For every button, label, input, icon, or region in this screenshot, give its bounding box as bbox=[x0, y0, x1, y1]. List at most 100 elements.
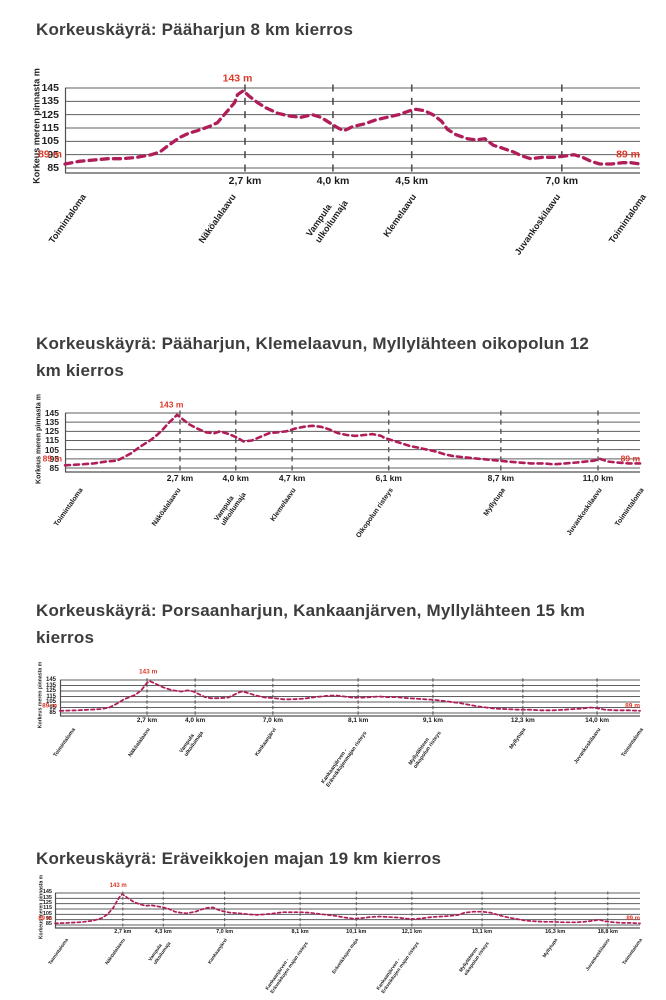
chart-title: Korkeuskäyrä: Eräveikkojen majan 19 km k… bbox=[36, 849, 442, 868]
chart-section-paaharju-8km: Korkeuskäyrä: Pääharjun 8 km kierros 145… bbox=[32, 16, 649, 316]
waypoint-label: Vampula ulkoilumaja bbox=[303, 198, 350, 245]
y-tick-label: 85 bbox=[47, 161, 59, 174]
y-tick-label: 135 bbox=[42, 894, 52, 901]
waypoint-label: Juvankoskilaavu bbox=[585, 938, 612, 973]
y-axis-title: Korkeus meren pinnasta m bbox=[35, 393, 43, 484]
distance-label: 18,8 km bbox=[597, 928, 618, 935]
elevation-profile-line bbox=[59, 680, 641, 712]
distance-label: 8,1 km bbox=[347, 716, 369, 724]
y-tick-label: 115 bbox=[46, 693, 56, 700]
y-tick-label: 135 bbox=[41, 95, 59, 108]
distance-label: 12,3 km bbox=[510, 716, 535, 724]
distance-label: 2,7 km bbox=[136, 716, 158, 724]
waypoint-label: Vampula ulkoilumaja bbox=[213, 491, 249, 528]
waypoint-label: Toimintaloma bbox=[52, 727, 77, 759]
peak-elevation-annotation: 143 m bbox=[159, 399, 184, 410]
end-elevation-annotation: 89 m bbox=[616, 148, 640, 161]
y-tick-label: 145 bbox=[45, 677, 56, 684]
elevation-profile-line bbox=[63, 413, 642, 467]
chart-section-porsaanharju-15km: Korkeuskäyrä: Porsaanharjun, Kankaanjärv… bbox=[36, 597, 645, 832]
y-tick-label: 105 bbox=[41, 135, 59, 148]
elevation-profile-line bbox=[63, 89, 642, 166]
y-tick-label: 115 bbox=[43, 905, 52, 912]
waypoint-label: Kankaanjärven - Eräveikkojenmajan ristey… bbox=[319, 730, 369, 789]
y-tick-label: 85 bbox=[45, 921, 52, 928]
waypoint-label: Vampula ulkoilumaja bbox=[178, 730, 206, 758]
y-tick-label: 125 bbox=[41, 108, 59, 121]
distance-label: 6,1 km bbox=[375, 473, 402, 483]
end-elevation-annotation: 89 m bbox=[625, 702, 640, 710]
distance-label: 8,1 km bbox=[291, 928, 309, 935]
distance-label: 2,7 km bbox=[228, 175, 262, 187]
waypoint-label: Kankaanjärvi bbox=[253, 727, 278, 758]
start-elevation-annotation: 89 m bbox=[38, 148, 62, 161]
distance-label: 13,1 km bbox=[471, 928, 493, 935]
y-tick-label: 145 bbox=[41, 81, 59, 94]
waypoint-label: Toimintaloma bbox=[47, 938, 70, 967]
peak-elevation-annotation: 143 m bbox=[109, 883, 127, 889]
chart-section-eraveikkojen-19km: Korkeuskäyrä: Eräveikkojen majan 19 km k… bbox=[36, 845, 644, 995]
y-tick-label: 125 bbox=[45, 688, 56, 695]
y-tick-label: 125 bbox=[44, 426, 59, 437]
waypoint-label: Kankaanjärven - Eräveikkojen majan riste… bbox=[264, 941, 309, 995]
distance-label: 4,3 km bbox=[154, 928, 172, 935]
waypoint-label: Toimintaloma bbox=[620, 727, 645, 759]
end-elevation-annotation: 89 m bbox=[620, 453, 640, 463]
elevation-chart-15km: 145 135 125 115 105 95 85 Korkeus meren pinnast… bbox=[37, 661, 645, 817]
waypoint-label: Toimintaloma bbox=[614, 487, 646, 528]
y-tick-label: 105 bbox=[42, 910, 52, 917]
chart-title: Korkeuskäyrä: Pääharjun 8 km kierros bbox=[36, 20, 354, 39]
start-elevation-annotation: 89 m bbox=[38, 915, 52, 922]
chart-canvas bbox=[63, 410, 642, 473]
chart-title: Korkeuskäyrä: Pääharjun, Klemelaavun, My… bbox=[36, 334, 590, 380]
distance-label: 10,1 km bbox=[346, 928, 367, 935]
waypoint-label: Juvankoskilaavu bbox=[572, 727, 602, 766]
distance-label: 7,0 km bbox=[262, 716, 283, 724]
y-axis-title: Korkeus meren pinnasta m bbox=[37, 661, 44, 728]
distance-label: 8,7 km bbox=[487, 473, 515, 483]
peak-elevation-annotation: 143 m bbox=[138, 668, 158, 676]
distance-label: 12,1 km bbox=[401, 928, 422, 935]
waypoint-label: Kankaanjärvi bbox=[207, 938, 229, 966]
start-elevation-annotation: 89 m bbox=[42, 702, 57, 710]
distance-label: 11,0 km bbox=[582, 473, 614, 483]
distance-label: 4,7 km bbox=[278, 473, 306, 483]
waypoint-label: Klemelaavu bbox=[381, 192, 419, 239]
distance-label: 9,1 km bbox=[422, 716, 444, 724]
waypoint-label: Toimintaloma bbox=[46, 192, 88, 246]
distance-label: 14,0 km bbox=[585, 716, 610, 724]
y-axis-title: Korkeus meren pinnasta m bbox=[38, 874, 45, 940]
y-tick-label: 115 bbox=[42, 121, 59, 134]
y-tick-label: 135 bbox=[44, 417, 59, 428]
waypoint-label: Eräveikkojen maja bbox=[332, 938, 361, 976]
peak-elevation-annotation: 143 m bbox=[222, 72, 253, 85]
y-tick-label: 145 bbox=[44, 407, 59, 418]
chart-canvas bbox=[59, 678, 641, 717]
distance-label: 4,5 km bbox=[395, 175, 429, 187]
chart-canvas bbox=[54, 891, 641, 929]
distance-label: 2,7 km bbox=[166, 473, 194, 483]
y-tick-label: 95 bbox=[45, 916, 52, 923]
y-tick-label: 115 bbox=[45, 435, 59, 446]
waypoint-label: Näköalalaavu bbox=[105, 938, 127, 966]
end-elevation-annotation: 89 m bbox=[626, 915, 640, 922]
distance-label: 7,0 km bbox=[216, 928, 234, 935]
waypoint-label: Näköalalaavu bbox=[197, 192, 239, 245]
y-tick-label: 85 bbox=[49, 462, 59, 473]
start-elevation-annotation: 89 m bbox=[42, 453, 62, 463]
y-tick-label: 95 bbox=[49, 704, 56, 711]
y-tick-label: 95 bbox=[47, 148, 59, 161]
waypoint-label: Myllylähteen oikopolun risteys bbox=[407, 730, 444, 771]
distance-label: 4,0 km bbox=[185, 716, 206, 724]
y-tick-label: 85 bbox=[49, 710, 56, 717]
distance-label: 4,0 km bbox=[316, 175, 350, 187]
waypoint-label: Näköalalaavu bbox=[127, 727, 152, 759]
y-tick-label: 135 bbox=[45, 682, 56, 689]
elevation-profile-line bbox=[54, 893, 641, 925]
y-tick-label: 105 bbox=[44, 444, 59, 455]
distance-label: 2,7 km bbox=[114, 928, 132, 935]
waypoint-label: Myllytupa bbox=[542, 938, 560, 959]
waypoint-label: Toimintaloma bbox=[53, 487, 86, 528]
waypoint-label: Vampula ulkoilumaja bbox=[148, 941, 173, 966]
